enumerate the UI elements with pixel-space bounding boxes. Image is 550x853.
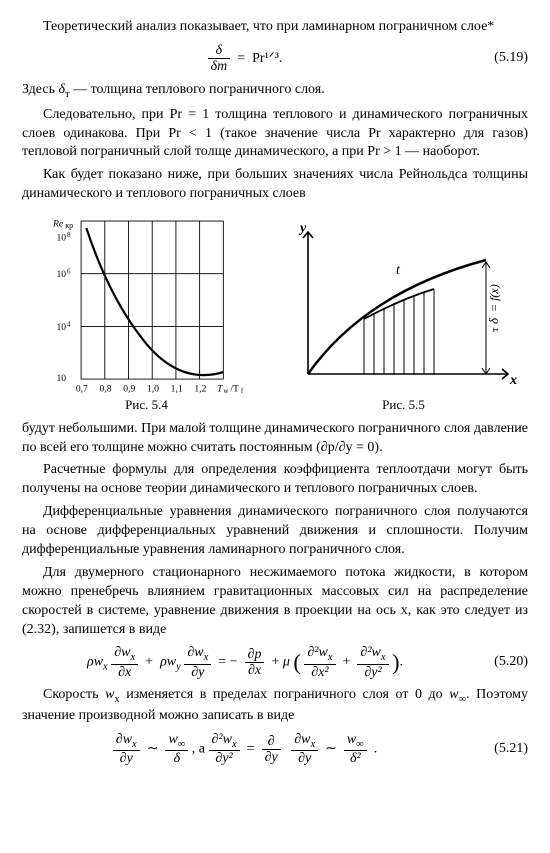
svg-text:10: 10 bbox=[57, 269, 67, 280]
svg-text:T: T bbox=[217, 383, 223, 394]
svg-text:10: 10 bbox=[57, 232, 67, 243]
eq-5-21-num: (5.21) bbox=[468, 740, 528, 759]
svg-text:f: f bbox=[241, 387, 244, 394]
svg-text:0,7: 0,7 bbox=[76, 383, 88, 394]
svg-text:= f(x): = f(x) bbox=[487, 284, 501, 312]
equation-5-19: δ δт = Pr¹ᐟ³. (5.19) bbox=[22, 43, 528, 75]
rho1: ρ bbox=[87, 655, 94, 670]
svg-text:1,1: 1,1 bbox=[171, 383, 183, 394]
eq-delta-t: δт bbox=[211, 59, 228, 74]
paragraph-1: Теоретический анализ показывает, что при… bbox=[22, 18, 528, 37]
paragraph-3: Следовательно, при Pr = 1 толщина теплов… bbox=[22, 106, 528, 163]
para2a: Здесь bbox=[22, 82, 58, 97]
para2b: — толщина теплового пограничного слоя. bbox=[70, 82, 325, 97]
svg-text:1,0: 1,0 bbox=[147, 383, 159, 394]
svg-text:1,2: 1,2 bbox=[194, 383, 206, 394]
svg-text:δ: δ bbox=[486, 317, 501, 324]
svg-text:Re: Re bbox=[52, 218, 64, 229]
fig55-svg: y x t δ т bbox=[286, 214, 521, 394]
figure-5-4: Reкр 108 106 104 10 0,7 0,8 0,9 1,0 1,1 … bbox=[22, 214, 271, 414]
para9b: изменяется в пределах пограничного слоя … bbox=[120, 687, 450, 702]
svg-text:4: 4 bbox=[67, 320, 71, 328]
eq-delta: δ bbox=[216, 43, 223, 58]
eq-5-19-num: (5.19) bbox=[468, 49, 528, 68]
svg-text:y: y bbox=[298, 221, 307, 236]
svg-text:w: w bbox=[223, 387, 229, 394]
fig54-caption: Рис. 5.4 bbox=[22, 396, 271, 414]
paragraph-5: будут небольшими. При малой толщине дина… bbox=[22, 420, 528, 458]
svg-text:0,9: 0,9 bbox=[123, 383, 135, 394]
svg-text:6: 6 bbox=[67, 268, 71, 276]
para9a: Скорость bbox=[43, 687, 105, 702]
figure-5-5: y x t δ т bbox=[279, 214, 528, 414]
svg-text:8: 8 bbox=[67, 231, 71, 239]
svg-text:/T: /T bbox=[230, 383, 239, 394]
rho2: ρ bbox=[160, 655, 167, 670]
svg-text:т: т bbox=[490, 327, 501, 332]
paragraph-7: Дифференциальные уравнения динамического… bbox=[22, 503, 528, 560]
comma-a: , а bbox=[192, 742, 209, 757]
mu: μ bbox=[283, 655, 290, 670]
svg-text:t: t bbox=[396, 263, 401, 278]
svg-text:10: 10 bbox=[57, 373, 67, 384]
svg-text:x: x bbox=[509, 373, 517, 388]
figures-row: Reкр 108 106 104 10 0,7 0,8 0,9 1,0 1,1 … bbox=[22, 214, 528, 414]
equation-5-20: ρwx ∂wx∂x + ρwy ∂wx∂y = − ∂p∂x + μ ( ∂²w… bbox=[22, 645, 528, 680]
eq-5-20-num: (5.20) bbox=[468, 653, 528, 672]
svg-text:10: 10 bbox=[57, 322, 67, 333]
svg-text:кр: кр bbox=[65, 221, 73, 230]
svg-text:0,8: 0,8 bbox=[100, 383, 112, 394]
equation-5-21: ∂wx∂y ∼ w∞δ , а ∂²wx∂y² = ∂∂y ∂wx∂y ∼ w∞… bbox=[22, 732, 528, 767]
paragraph-9: Скорость wx изменяется в пределах погран… bbox=[22, 686, 528, 726]
paragraph-2: Здесь δт — толщина теплового пограничног… bbox=[22, 81, 528, 102]
paragraph-6: Расчетные формулы для определения коэффи… bbox=[22, 461, 528, 499]
fig54-svg: Reкр 108 106 104 10 0,7 0,8 0,9 1,0 1,1 … bbox=[34, 214, 259, 394]
fig55-caption: Рис. 5.5 bbox=[279, 396, 528, 414]
paragraph-8: Для двумерного стационарного несжимаемог… bbox=[22, 564, 528, 640]
paragraph-4: Как будет показано ниже, при больших зна… bbox=[22, 166, 528, 204]
eq-pr13: Pr¹ᐟ³ bbox=[252, 51, 279, 66]
